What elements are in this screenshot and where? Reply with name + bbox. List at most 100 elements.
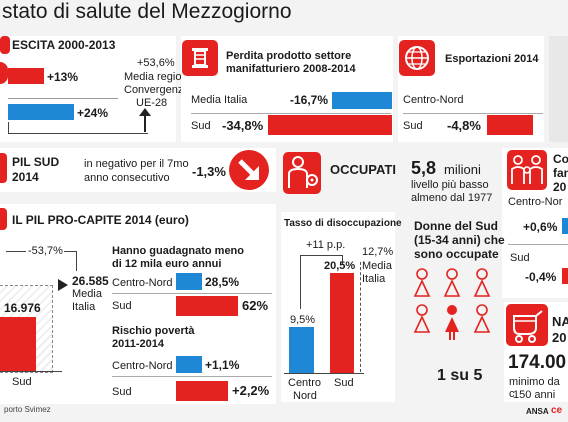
famiglie-divider <box>508 244 568 245</box>
occupati-icon <box>283 152 321 194</box>
pil-sud-label-2: 2014 <box>12 170 39 184</box>
pil-sud-arrow-badge <box>229 150 269 190</box>
manifatturiero-row1-value: -16,7% <box>290 93 329 107</box>
pil-sud-note-2: anno consecutivo <box>84 172 170 184</box>
famiglie-icon <box>507 150 547 190</box>
manifatturiero-row2-value: -34,8% <box>222 118 264 133</box>
reddito-title-1: Hanno guadagnato meno <box>112 245 244 257</box>
crescita-media-label: Media regioni <box>124 71 191 83</box>
famiglie-bar-1 <box>562 218 568 234</box>
poverta-row2-label: Sud <box>112 386 132 398</box>
pil-sud-value: -1,3% <box>192 164 226 179</box>
crescita-value-1: +13% <box>47 70 79 84</box>
crescita-bar-2 <box>8 104 74 120</box>
donne-title-3: sono occupate <box>414 247 499 261</box>
women-pictogram <box>413 268 491 340</box>
page-title: stato di salute del Mezzogiorno <box>2 0 292 23</box>
disoccupazione-title: Tasso di disoccupazione <box>284 218 402 229</box>
pil-media-label-1: Media <box>72 288 102 300</box>
esportazioni-row2-label: Sud <box>403 120 423 132</box>
esportazioni-row1-label: Centro-Nord <box>403 94 464 106</box>
poverta-bar-2 <box>176 381 228 401</box>
worker-gear-icon <box>288 156 318 188</box>
occupati-note-2: almeno dal 1977 <box>411 192 493 204</box>
dis-bracket-right <box>342 255 343 265</box>
globe-icon <box>405 46 429 70</box>
reddito-bar-1 <box>176 273 202 290</box>
reddito-row2-value: 62% <box>242 298 269 313</box>
nascite-value: 174.00 <box>508 352 567 373</box>
footer-source: porto Svimez <box>4 405 51 414</box>
esportazioni-divider <box>403 113 543 114</box>
famiglie-title-3: 20 <box>553 180 567 194</box>
reddito-bar-2 <box>176 296 238 316</box>
crescita-icon <box>0 62 8 84</box>
spool-icon <box>192 48 208 68</box>
reddito-title-2: di 12 mila euro annui <box>112 258 222 270</box>
poverta-row2-value: +2,2% <box>232 383 270 398</box>
crescita-bracket-base <box>8 133 148 134</box>
esportazioni-title: Esportazioni 2014 <box>445 53 539 65</box>
famiglie-title-1: Co <box>553 152 568 166</box>
esportazioni-row2-value: -4,8% <box>447 118 481 133</box>
crescita-bracket <box>8 122 9 134</box>
stroller-icon <box>513 310 543 343</box>
dis-media-label-2: Italia <box>362 273 386 285</box>
dis-baseline <box>284 373 364 374</box>
pil-media-value: 26.585 <box>72 274 109 288</box>
arrow-up-icon <box>144 110 146 132</box>
donne-title-1: Donne del Sud <box>414 219 498 233</box>
dis-bracket-left <box>300 255 301 309</box>
famiglie-row2-value: -0,4% <box>525 270 557 284</box>
crescita-media-value: +53,6% <box>137 57 175 69</box>
arrow-down-right-icon <box>238 159 259 180</box>
crescita-divider <box>8 98 118 99</box>
nascite-icon <box>506 304 548 346</box>
footer-agency-mark: ce <box>551 405 563 416</box>
dis-cn-bar <box>289 327 314 373</box>
crescita-convergenza: Convergenza <box>124 84 190 96</box>
pil-media-arrow <box>58 279 68 291</box>
dis-cn-value: 9,5% <box>290 314 316 326</box>
manifatturiero-divider <box>191 113 391 114</box>
dis-media-value: 12,7% <box>362 246 394 258</box>
pil-procapite-diff: -53,7% <box>28 245 63 257</box>
woman-outline-icon <box>413 268 491 333</box>
donne-title-2: (15-34 anni) che <box>414 233 505 247</box>
manifatturiero-title-2: manifatturiero 2008-2014 <box>226 63 356 75</box>
dis-cn-label-2: Nord <box>293 390 317 402</box>
famiglie-bar-2 <box>562 268 568 284</box>
nascite-title-1: NA <box>552 314 568 329</box>
esportazioni-icon <box>399 40 435 76</box>
occupati-big-unit: milioni <box>444 162 481 177</box>
pil-diff-bracket-top2 <box>64 251 76 252</box>
occupati-note-1: livello più basso <box>411 179 489 191</box>
occupati-big-value: 5,8 <box>411 158 437 178</box>
pil-diff-bracket-right <box>76 251 77 271</box>
pil-sud-value: 16.976 <box>4 301 41 315</box>
poverta-row1-value: +1,1% <box>205 358 240 372</box>
dis-media-line <box>360 262 362 372</box>
manifatturiero-row1-label: Media Italia <box>191 94 248 106</box>
dis-media-label-1: Media <box>362 260 392 272</box>
dis-bracket-top <box>300 255 342 256</box>
pil-sud-label: Sud <box>12 376 32 388</box>
family-icon <box>511 155 543 184</box>
donne-ratio: 1 su 5 <box>437 367 483 384</box>
pil-procapite-marker <box>0 208 7 230</box>
crescita-panel <box>0 36 176 142</box>
arrow-up-head <box>139 108 151 116</box>
dis-sud-value: 20,5% <box>324 260 356 272</box>
famiglie-row1-value: +0,6% <box>523 220 558 234</box>
esportazioni-bar-sud <box>487 115 533 135</box>
crescita-value-2: +24% <box>77 106 109 120</box>
crescita-ue: UE-28 <box>136 97 168 109</box>
pil-procapite-title: IL PIL PRO-CAPITE 2014 (euro) <box>12 213 189 227</box>
manifatturiero-title-1: Perdita prodotto settore <box>226 50 352 62</box>
poverta-row1-label: Centro-Nord <box>112 360 173 372</box>
crescita-heading-pill <box>0 36 10 54</box>
right-edge-strip <box>549 36 568 142</box>
pil-diff-bracket-top <box>6 251 26 252</box>
crescita-heading: ESCITA 2000-2013 <box>12 38 116 52</box>
occupati-title: OCCUPATI <box>330 162 396 177</box>
